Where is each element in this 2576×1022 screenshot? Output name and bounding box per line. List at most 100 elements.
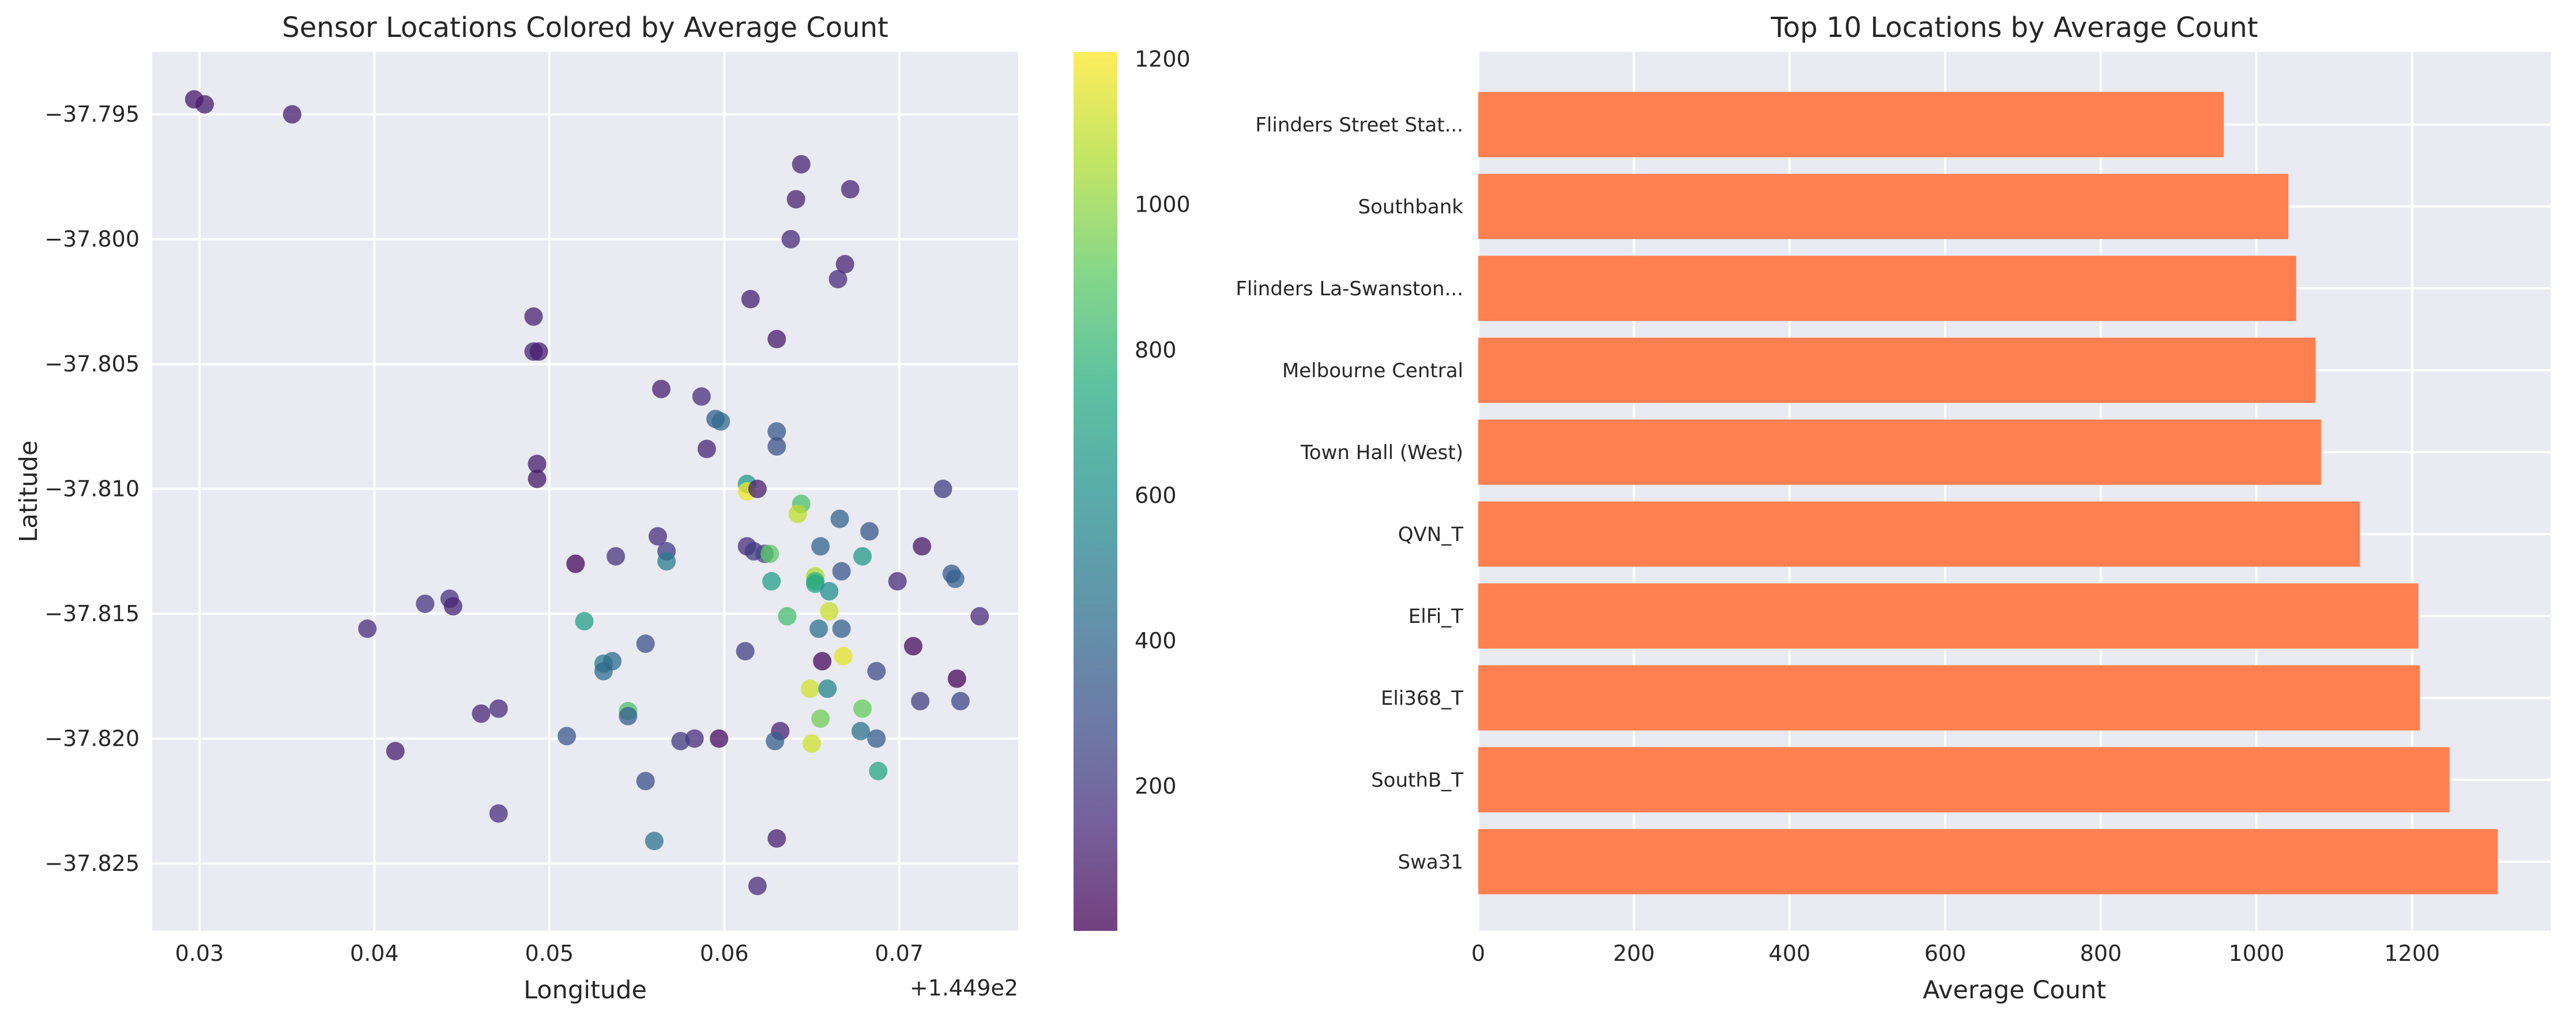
scatter-point [888,572,907,591]
bar-category-label: QVN_T [1398,523,1463,546]
colorbar: 200 400 600 800 1000 1200 [1074,47,1191,931]
scatter-point [607,547,626,566]
scatter-point [788,504,807,523]
scatter-point [832,562,851,581]
scatter-point [853,699,872,718]
scatter-point [800,679,819,698]
bar-x-tick-label: 400 [1769,941,1811,966]
scatter-point [671,731,690,750]
bar [1478,174,2289,239]
scatter-point [283,105,302,124]
scatter-point [472,704,491,723]
colorbar-ticks: 200 400 600 800 1000 1200 [1135,47,1191,799]
scatter-point [867,729,886,748]
bar [1478,747,2450,813]
bar [1478,665,2420,731]
scatter-y-tick-label: −37.815 [44,601,140,626]
scatter-point [648,527,667,546]
colorbar-gradient [1074,52,1117,931]
scatter-point [835,255,854,274]
scatter-x-tick-label: 0.04 [350,941,399,966]
scatter-point [710,729,729,748]
scatter-y-tick-label: −37.800 [44,227,140,252]
scatter-point [697,439,716,459]
scatter-y-tick-label: −37.795 [44,102,140,127]
bar [1478,583,2419,649]
bar-x-ticks: 0 200 400 600 800 1000 1200 [1471,941,2440,966]
scatter-point [832,619,851,638]
scatter-point [951,692,970,711]
scatter-x-tick-label: 0.07 [875,941,924,966]
scatter-point [767,422,786,441]
scatter-point [809,619,828,638]
scatter-x-tick-label: 0.03 [175,941,224,966]
scatter-point [860,522,879,541]
scatter-point [818,679,837,698]
scatter-point [933,479,952,498]
bar-category-label: Flinders La-Swanston... [1236,277,1463,300]
scatter-x-ticks: 0.03 0.04 0.05 0.06 0.07 [175,941,924,966]
bar-x-tick-label: 1200 [2384,941,2440,966]
colorbar-tick-label: 800 [1135,337,1177,363]
scatter-point [594,662,613,681]
scatter-point [566,554,585,573]
scatter-point [867,662,886,681]
scatter-point [575,612,594,631]
scatter-point [657,552,676,571]
scatter-y-tick-label: −37.820 [44,726,140,752]
scatter-point [767,437,786,456]
scatter-point [820,582,839,601]
scatter-point [358,619,377,638]
scatter-point [692,387,711,406]
scatter-point [645,832,664,851]
scatter-point [947,669,966,688]
scatter-y-tick-label: −37.825 [44,851,140,876]
bar-x-tick-label: 600 [1925,941,1967,966]
bar-category-label: SouthB_T [1371,769,1463,792]
scatter-point [869,761,888,780]
scatter-x-axis-label: Longitude [524,976,647,1005]
bar-category-label: ElFi_T [1408,605,1463,628]
scatter-point [913,537,932,556]
bar-x-tick-label: 200 [1613,941,1655,966]
scatter-point [195,95,214,114]
scatter-point [813,652,832,671]
scatter-point [529,342,548,361]
bar-x-axis-label: Average Count [1923,976,2106,1005]
scatter-point [736,642,755,661]
scatter-point [558,727,577,746]
scatter-point [781,230,800,249]
scatter-point [911,692,930,711]
scatter-y-axis-label: Latitude [14,441,43,543]
colorbar-tick-label: 200 [1135,773,1177,799]
scatter-plot-area [152,52,1018,931]
bar-chart: 0 200 400 600 800 1000 1200 Flinders Street St… [1236,12,2551,1005]
scatter-point [528,454,547,474]
bar-bars [1478,92,2498,895]
bar-y-ticks: Flinders Street Stat... Southbank Flinders… [1236,114,1463,874]
scatter-point [946,569,965,588]
scatter-point [970,607,989,626]
scatter-point [748,479,767,498]
scatter-point [802,734,821,753]
scatter-x-tick-label: 0.05 [525,941,574,966]
bar-category-label: Melbourne Central [1282,359,1463,382]
scatter-point [778,607,797,626]
scatter-x-offset-label: +1.449e2 [910,975,1018,1001]
scatter-point [841,180,860,199]
bar-category-label: Town Hall (West) [1300,441,1463,464]
scatter-point [741,290,760,309]
bar [1478,337,2316,403]
scatter-point [386,742,405,761]
scatter-point [853,547,872,566]
bar-x-tick-label: 0 [1471,941,1485,966]
scatter-point [762,572,781,591]
scatter-point [489,804,508,823]
colorbar-tick-label: 1000 [1135,192,1191,217]
scatter-point [806,574,825,593]
scatter-title: Sensor Locations Colored by Average Coun… [282,12,888,44]
scatter-point [834,647,853,666]
scatter-point [851,722,870,741]
scatter-point [524,307,543,326]
